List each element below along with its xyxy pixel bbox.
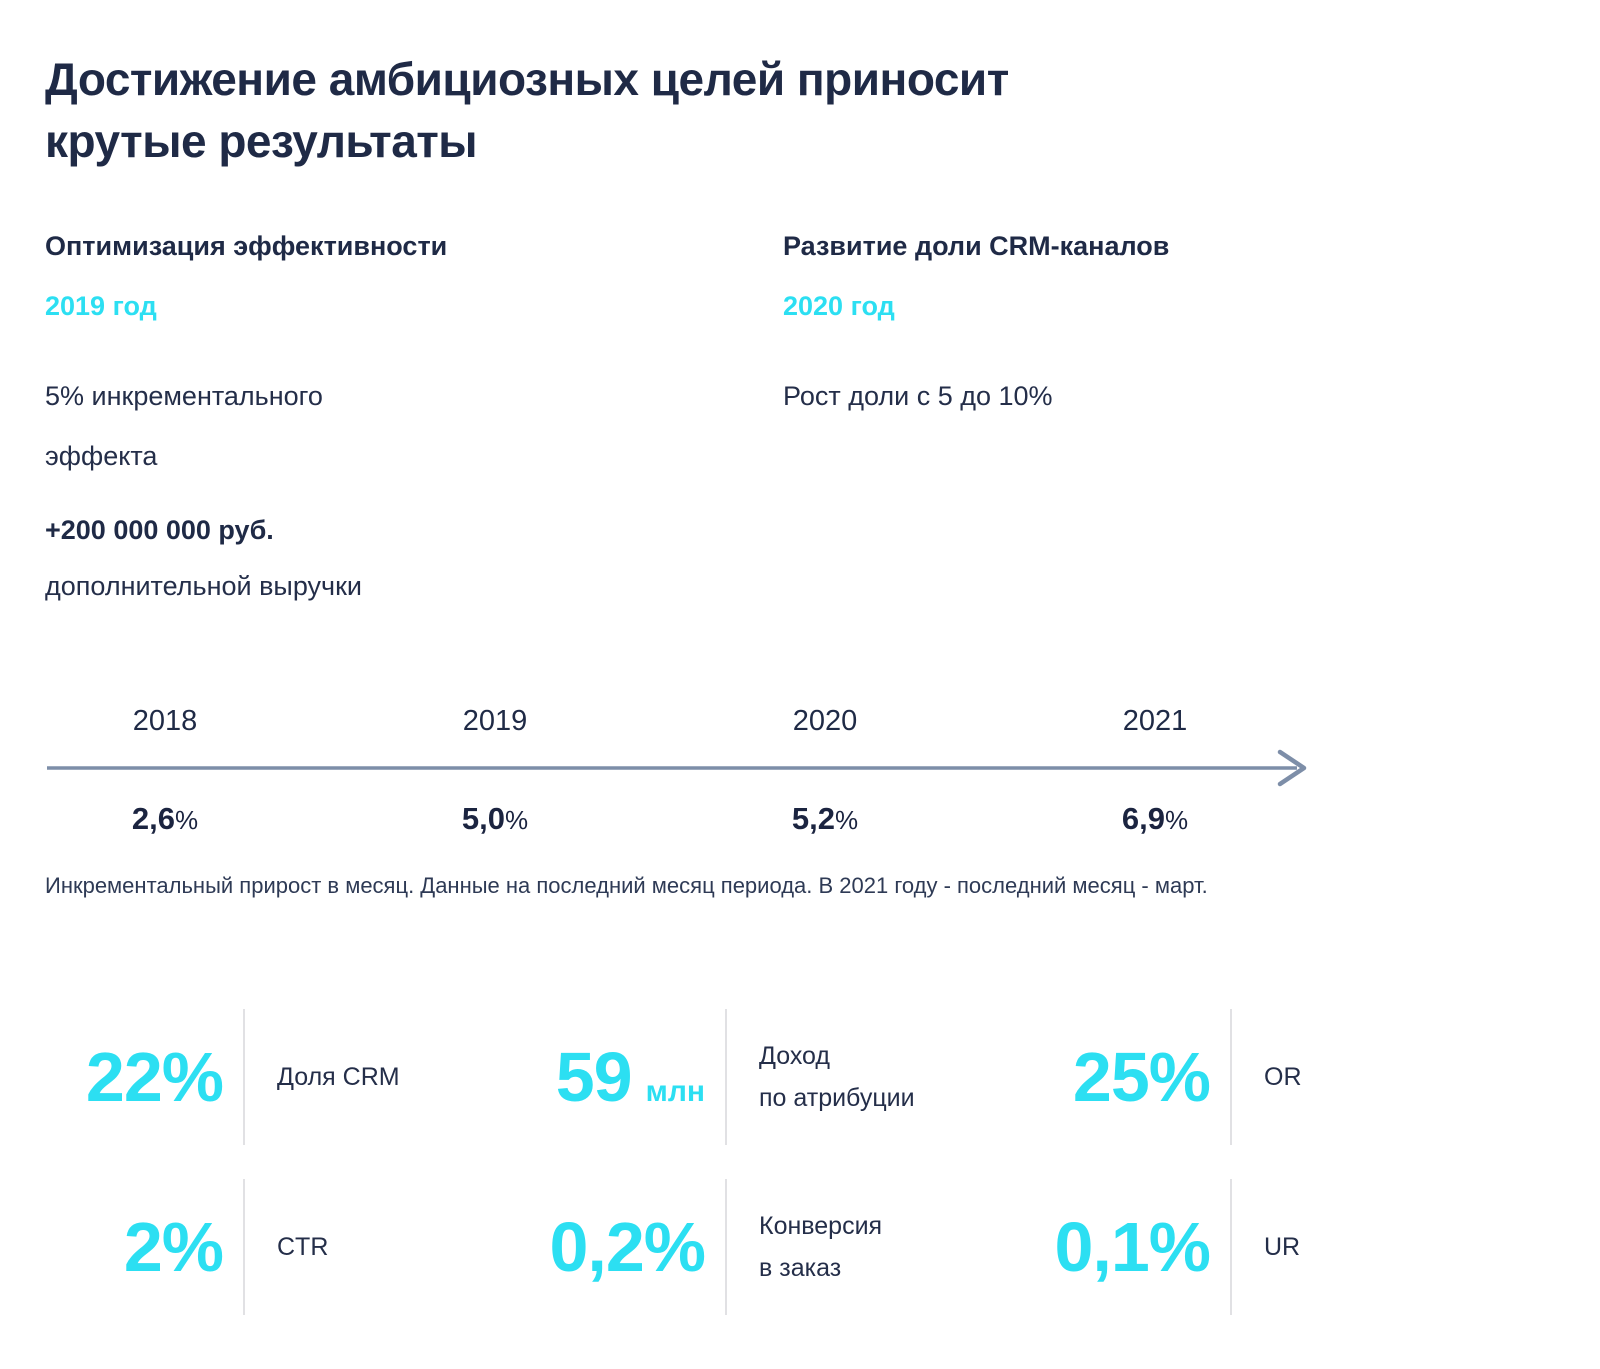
- year-label: 2020 год: [783, 291, 895, 321]
- timeline-value-number: 2,6: [131, 801, 175, 836]
- divider: [725, 1009, 727, 1145]
- divider: [725, 1179, 727, 1315]
- stat-attribution-revenue: 59 млн Доход по атрибуции: [495, 1009, 1025, 1145]
- page-title-line2: крутые результаты: [45, 115, 478, 167]
- stat-number: 22%: [85, 1038, 224, 1116]
- column-efficiency: Оптимизация эффективности 2019 год 5% ин…: [45, 228, 783, 614]
- description-line: эффекта: [45, 441, 158, 471]
- stat-value: 59 млн: [495, 1037, 725, 1117]
- stat-number: 0,1%: [1054, 1208, 1211, 1286]
- timeline-value-number: 5,2: [791, 801, 835, 836]
- column-crm-share: Развитие доли CRM-каналов 2020 год Рост …: [783, 228, 1555, 614]
- stat-label-line: по атрибуции: [759, 1084, 915, 1112]
- stat-ctr: 2% CTR: [45, 1179, 495, 1315]
- stat-or: 25% OR: [1025, 1009, 1355, 1145]
- info-columns: Оптимизация эффективности 2019 год 5% ин…: [45, 228, 1555, 614]
- column-heading: Оптимизация эффективности: [45, 231, 448, 261]
- stat-label: OR: [1232, 1056, 1302, 1098]
- stat-label-line: в заказ: [759, 1254, 842, 1282]
- slide: Достижение амбициозных целей приносит кр…: [0, 48, 1555, 1315]
- revenue-amount: +200 000 000 руб.: [45, 515, 274, 545]
- percent-sign: %: [834, 805, 859, 835]
- column-heading: Развитие доли CRM-каналов: [783, 231, 1170, 261]
- description-line: Рост доли с 5 до 10%: [783, 381, 1053, 411]
- stat-label: Доход по атрибуции: [727, 1035, 915, 1119]
- divider: [243, 1179, 245, 1315]
- stat-order-conversion: 0,2% Конверсия в заказ: [495, 1179, 1025, 1315]
- stat-label-line: CTR: [277, 1233, 329, 1261]
- stat-number: 2%: [123, 1208, 224, 1286]
- stat-label: Доля CRM: [245, 1056, 400, 1098]
- stat-label-line: OR: [1264, 1063, 1302, 1091]
- revenue-caption: дополнительной выручки: [45, 571, 362, 601]
- timeline-value: 6,9%: [990, 798, 1320, 841]
- stat-label: UR: [1232, 1226, 1300, 1268]
- column-description: Рост доли с 5 до 10%: [783, 366, 1555, 426]
- column-description: 5% инкрементального эффекта: [45, 366, 783, 486]
- percent-sign: %: [504, 805, 529, 835]
- timeline: 2018 2019 2020 2021 2,6% 5,0% 5,2% 6,9%: [0, 702, 1320, 841]
- stat-label-line: Доля CRM: [277, 1063, 400, 1091]
- stat-value: 0,2%: [495, 1207, 725, 1287]
- stat-number: 25%: [1072, 1038, 1211, 1116]
- timeline-years: 2018 2019 2020 2021: [0, 702, 1320, 740]
- timeline-value-number: 6,9: [1121, 801, 1165, 836]
- page-title: Достижение амбициозных целей приносит кр…: [45, 48, 1555, 172]
- stat-value: 2%: [45, 1207, 243, 1287]
- timeline-year: 2021: [1122, 705, 1188, 737]
- page-title-line1: Достижение амбициозных целей приносит: [45, 53, 1009, 105]
- stats-grid: 22% Доля CRM 59 млн Доход по атрибуции 25…: [45, 1009, 1555, 1315]
- divider: [243, 1009, 245, 1145]
- stat-value: 0,1%: [1025, 1207, 1230, 1287]
- stat-unit: млн: [645, 1075, 705, 1108]
- percent-sign: %: [174, 805, 199, 835]
- timeline-value: 2,6%: [0, 798, 330, 841]
- timeline-arrow-icon: [47, 749, 1307, 787]
- stat-label: CTR: [245, 1226, 328, 1268]
- divider: [1230, 1009, 1232, 1145]
- stat-label-line: Доход: [759, 1042, 830, 1070]
- divider: [1230, 1179, 1232, 1315]
- timeline-value: 5,0%: [330, 798, 660, 841]
- stat-value: 22%: [45, 1037, 243, 1117]
- percent-sign: %: [1164, 805, 1189, 835]
- stat-value: 25%: [1025, 1037, 1230, 1117]
- timeline-year: 2019: [462, 705, 528, 737]
- stat-label-line: Конверсия: [759, 1212, 883, 1240]
- timeline-caption: Инкрементальный прирост в месяц. Данные …: [45, 873, 1208, 898]
- revenue-highlight: +200 000 000 руб. дополнительной выручки: [45, 502, 783, 614]
- stat-crm-share: 22% Доля CRM: [45, 1009, 495, 1145]
- timeline-value: 5,2%: [660, 798, 990, 841]
- stat-ur: 0,1% UR: [1025, 1179, 1355, 1315]
- stat-number: 59: [555, 1038, 633, 1116]
- timeline-values: 2,6% 5,0% 5,2% 6,9%: [0, 798, 1320, 841]
- description-line: 5% инкрементального: [45, 381, 323, 411]
- timeline-year: 2018: [132, 705, 198, 737]
- stat-label: Конверсия в заказ: [727, 1205, 882, 1289]
- timeline-year: 2020: [792, 705, 858, 737]
- stat-label-line: UR: [1264, 1233, 1301, 1261]
- stat-number: 0,2%: [549, 1208, 706, 1286]
- year-label: 2019 год: [45, 291, 157, 321]
- timeline-value-number: 5,0: [461, 801, 505, 836]
